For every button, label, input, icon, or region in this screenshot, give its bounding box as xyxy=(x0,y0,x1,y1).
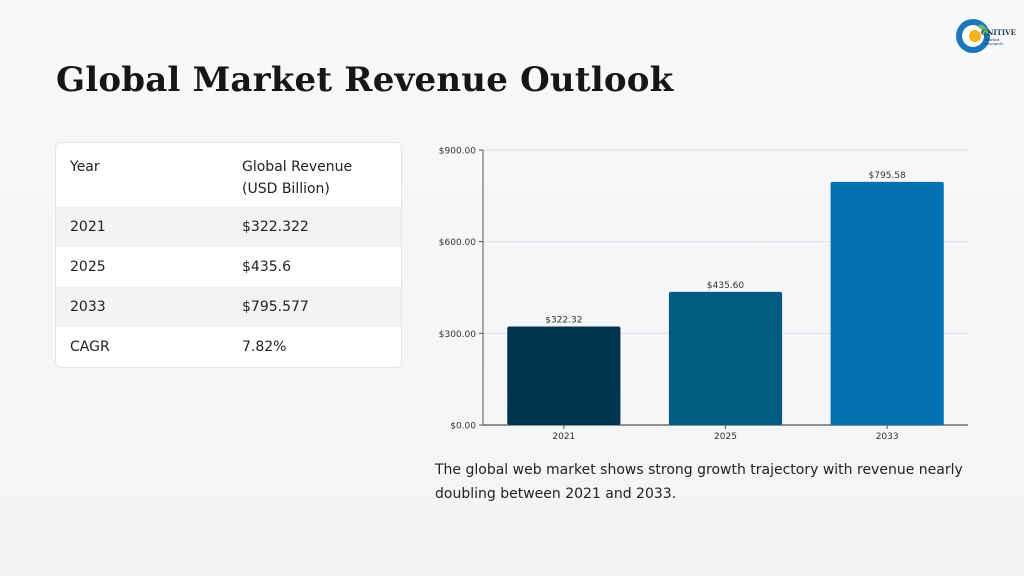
y-tick-label: $600.00 xyxy=(439,238,476,248)
table-header-row: Year Global Revenue (USD Billion) xyxy=(56,143,401,207)
logo-mark-icon xyxy=(956,19,990,53)
chart-caption: The global web market shows strong growt… xyxy=(435,462,963,502)
row-revenue-cell: $322.322 xyxy=(242,219,309,235)
data-label-2033: $795.58 xyxy=(869,171,906,181)
revenue-table: Year Global Revenue (USD Billion) 2021 $… xyxy=(56,143,401,367)
revenue-bar-chart: $0.00 $300.00 $600.00 $900.00 $322.32 2021 $43… xyxy=(439,147,968,442)
table-row: 2021 $322.322 xyxy=(56,207,401,247)
data-label-2025: $435.60 xyxy=(707,281,744,291)
logo-wordmark: GNITIVE xyxy=(981,28,1016,37)
y-tick-label: $0.00 xyxy=(450,422,476,432)
row-revenue-cell: $795.577 xyxy=(242,299,309,315)
company-logo: GNITIVE market research xyxy=(955,16,1016,56)
logo-tagline: market research xyxy=(985,37,1003,46)
table-row: 2025 $435.6 xyxy=(56,247,401,287)
page-title: Global Market Revenue Outlook xyxy=(56,60,674,100)
header-year: Year xyxy=(70,159,100,175)
row-year-cell: 2021 xyxy=(70,219,106,235)
bar-2025 xyxy=(668,291,783,425)
row-label-cell: CAGR xyxy=(70,339,110,355)
bar-2033 xyxy=(830,181,944,425)
x-tick-label-2025: 2025 xyxy=(714,432,737,442)
data-label-2021: $322.32 xyxy=(545,316,582,326)
table-row: CAGR 7.82% xyxy=(56,327,401,367)
row-year-cell: 2025 xyxy=(70,259,106,275)
x-tick-label-2021: 2021 xyxy=(552,432,575,442)
x-tick-label-2033: 2033 xyxy=(876,432,899,442)
y-tick-label: $300.00 xyxy=(439,330,476,340)
table-row: 2033 $795.577 xyxy=(56,287,401,327)
bar-2021 xyxy=(507,326,621,425)
row-revenue-cell: $435.6 xyxy=(242,259,291,275)
header-revenue: Global Revenue (USD Billion) xyxy=(242,159,353,197)
y-tick-label: $900.00 xyxy=(439,147,476,157)
revenue-table-card: Year Global Revenue (USD Billion) 2021 $… xyxy=(55,142,402,368)
row-year-cell: 2033 xyxy=(70,299,106,315)
row-value-cell: 7.82% xyxy=(242,339,287,355)
